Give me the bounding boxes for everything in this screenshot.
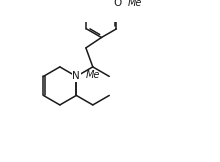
Text: Me: Me	[86, 70, 100, 80]
Text: Me: Me	[127, 0, 142, 8]
Text: N: N	[72, 71, 80, 81]
Text: O: O	[113, 0, 121, 8]
